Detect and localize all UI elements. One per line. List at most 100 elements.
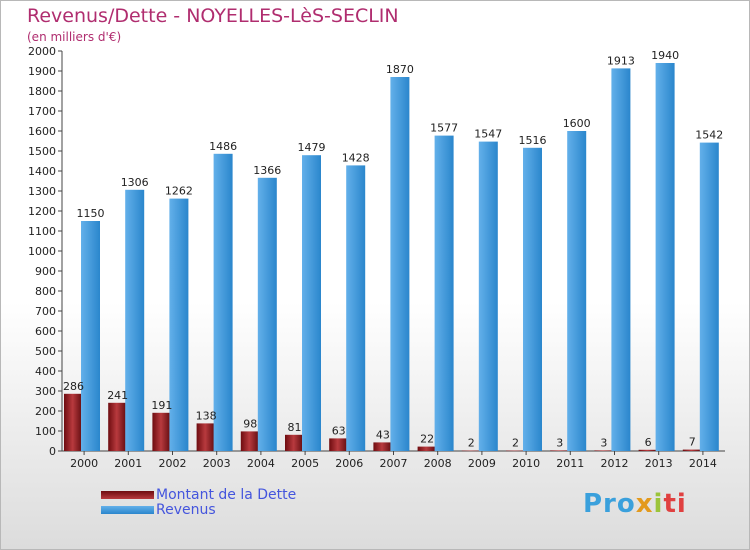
bar-dette (682, 449, 702, 451)
bar-dette (506, 450, 525, 452)
x-tick-label: 2009 (468, 457, 496, 470)
y-tick-label: 1600 (28, 125, 56, 138)
value-label-revenus: 1150 (77, 207, 105, 220)
bar-dette (329, 438, 349, 451)
bar-revenus (346, 165, 366, 451)
value-label-revenus: 1428 (342, 151, 370, 164)
value-label-dette: 98 (243, 417, 257, 430)
bar-revenus (302, 155, 321, 451)
bar-revenus (169, 198, 189, 451)
legend-label-revenus: Revenus (156, 501, 216, 518)
chart-title: Revenus/Dette - NOYELLES-LèS-SECLIN (27, 5, 399, 27)
bar-dette (550, 450, 570, 451)
bar-dette (64, 393, 83, 451)
logo-part-2: x (635, 489, 654, 519)
value-label-revenus: 1913 (607, 54, 635, 67)
bar-revenus (655, 63, 675, 451)
y-tick-label: 600 (35, 325, 56, 338)
x-tick-label: 2011 (556, 457, 584, 470)
bar-revenus (213, 153, 233, 452)
x-axis-ticks: 2000 2001 2002 2003 2004 2005 2006 2007 2008 2009… (70, 451, 717, 470)
value-label-revenus: 1306 (121, 176, 149, 189)
bar-revenus (390, 77, 410, 451)
y-tick-label: 2000 (28, 45, 56, 58)
y-tick-label: 1100 (28, 225, 56, 238)
legend-swatch-dette (101, 490, 154, 499)
bar-dette (108, 402, 128, 451)
y-tick-label: 700 (35, 305, 56, 318)
bars (64, 63, 719, 452)
y-tick-label: 100 (35, 425, 56, 438)
bar-dette (594, 450, 614, 451)
x-tick-label: 2004 (247, 457, 275, 470)
x-tick-label: 2010 (512, 457, 540, 470)
bar-revenus (567, 131, 587, 451)
x-tick-label: 2014 (689, 457, 717, 470)
y-tick-label: 800 (35, 285, 56, 298)
legend-item-dette: Montant de la Dette (101, 486, 297, 503)
value-label-revenus: 1262 (165, 185, 193, 198)
y-tick-label: 1700 (28, 105, 56, 118)
value-label-revenus: 1516 (519, 134, 547, 147)
bar-dette (196, 423, 216, 451)
y-tick-label: 300 (35, 385, 56, 398)
bar-dette (417, 446, 437, 451)
value-label-revenus: 1486 (209, 140, 237, 153)
value-label-dette: 3 (556, 436, 563, 449)
bar-dette (373, 442, 393, 451)
value-label-dette: 63 (332, 424, 346, 437)
value-label-dette: 2 (468, 437, 475, 450)
y-tick-label: 400 (35, 365, 56, 378)
logo-part-3: i (653, 489, 664, 519)
value-label-revenus: 1577 (430, 122, 458, 135)
value-label-dette: 138 (196, 409, 217, 422)
y-axis-ticks: 0 100 200 300 400 500 600 700 800 900 1000 1100 1200… (28, 45, 62, 458)
value-label-dette: 81 (288, 421, 302, 434)
legend-item-revenus: Revenus (101, 501, 296, 518)
legend-swatch-revenus (101, 505, 154, 514)
logo-part-1: Pro (583, 489, 636, 519)
value-label-revenus: 1600 (563, 117, 591, 130)
x-tick-label: 2007 (380, 457, 408, 470)
x-tick-label: 2002 (159, 457, 187, 470)
x-tick-label: 2001 (114, 457, 142, 470)
y-tick-label: 1400 (28, 165, 56, 178)
y-tick-label: 1300 (28, 185, 56, 198)
value-label-dette: 22 (420, 433, 434, 446)
y-tick-label: 1200 (28, 205, 56, 218)
y-tick-label: 900 (35, 265, 56, 278)
chart-subtitle: (en milliers d'€) (27, 30, 122, 44)
bar-dette (152, 412, 172, 451)
value-label-revenus: 1547 (474, 128, 502, 141)
bar-revenus (434, 135, 454, 451)
y-tick-label: 1800 (28, 85, 56, 98)
bar-dette (461, 450, 481, 452)
y-tick-label: 0 (49, 445, 56, 458)
bar-dette (240, 431, 260, 451)
value-label-revenus: 1870 (386, 63, 414, 76)
x-tick-label: 2000 (70, 457, 98, 470)
value-label-dette: 286 (63, 380, 84, 393)
value-label-dette: 3 (600, 436, 607, 449)
bar-dette (638, 449, 658, 451)
bar-revenus (699, 142, 719, 451)
bar-revenus (478, 141, 498, 451)
y-tick-label: 1500 (28, 145, 56, 158)
y-tick-label: 200 (35, 405, 56, 418)
bar-revenus (257, 177, 277, 452)
value-label-dette: 43 (376, 428, 390, 441)
y-tick-label: 500 (35, 345, 56, 358)
value-label-revenus: 1940 (651, 49, 679, 62)
x-tick-label: 2005 (291, 457, 319, 470)
value-label-revenus: 1366 (253, 164, 281, 177)
x-tick-label: 2003 (203, 457, 231, 470)
bar-revenus (81, 221, 100, 451)
x-tick-label: 2013 (645, 457, 673, 470)
legend-label-dette: Montant de la Dette (156, 486, 297, 503)
proxiti-logo: Proxiti (583, 489, 687, 519)
y-tick-label: 1900 (28, 65, 56, 78)
value-label-dette: 7 (689, 436, 696, 449)
bar-dette (285, 434, 304, 451)
